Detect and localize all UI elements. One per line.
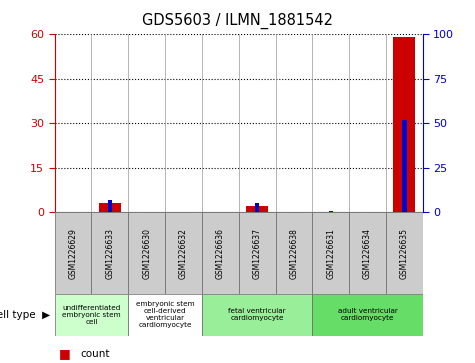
Text: cell type  ▶: cell type ▶ (0, 310, 50, 320)
Bar (402, 120, 407, 212)
Bar (276, 212, 313, 294)
Text: GSM1226631: GSM1226631 (326, 228, 335, 279)
Text: fetal ventricular
cardiomyocyte: fetal ventricular cardiomyocyte (228, 309, 286, 321)
Text: embryonic stem
cell-derived
ventricular
cardiomyocyte: embryonic stem cell-derived ventricular … (136, 301, 194, 329)
Text: adult ventricular
cardiomyocyte: adult ventricular cardiomyocyte (338, 309, 398, 321)
Bar (128, 212, 165, 294)
Text: GSM1226637: GSM1226637 (253, 228, 262, 279)
Text: GSM1226634: GSM1226634 (363, 228, 372, 279)
Bar (202, 294, 313, 336)
Bar (165, 212, 202, 294)
Text: GSM1226630: GSM1226630 (142, 228, 151, 279)
Bar (128, 294, 202, 336)
Bar (91, 212, 128, 294)
Text: ■: ■ (59, 347, 71, 360)
Text: GSM1226629: GSM1226629 (68, 228, 77, 279)
Bar (202, 212, 238, 294)
Text: GSM1226638: GSM1226638 (289, 228, 298, 279)
Text: GSM1226636: GSM1226636 (216, 228, 225, 279)
Text: undifferentiated
embryonic stem
cell: undifferentiated embryonic stem cell (62, 305, 121, 325)
Text: GSM1226635: GSM1226635 (400, 228, 409, 279)
Bar (349, 212, 386, 294)
Bar (246, 207, 268, 212)
Bar (55, 212, 91, 294)
Text: GDS5603 / ILMN_1881542: GDS5603 / ILMN_1881542 (142, 13, 333, 29)
Text: GSM1226633: GSM1226633 (105, 228, 114, 279)
Bar (99, 203, 121, 212)
Bar (393, 37, 415, 212)
Text: GSM1226632: GSM1226632 (179, 228, 188, 279)
Bar (108, 200, 112, 212)
Bar (313, 212, 349, 294)
Bar (55, 294, 128, 336)
Bar (386, 212, 423, 294)
Text: count: count (81, 349, 110, 359)
Bar (329, 211, 333, 212)
Bar (313, 294, 423, 336)
Bar (238, 212, 276, 294)
Bar (255, 203, 259, 212)
